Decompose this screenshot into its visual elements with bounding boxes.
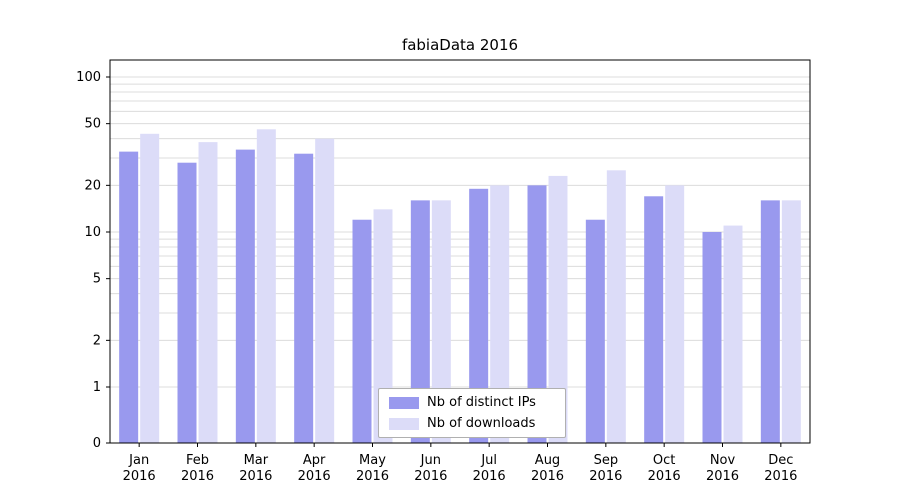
x-tick-label-month: Feb: [186, 453, 209, 468]
legend-item-downloads: Nb of downloads: [389, 416, 555, 431]
bar: [294, 153, 314, 443]
bar: [315, 138, 335, 443]
x-tick-label-month: Apr: [303, 453, 326, 468]
x-tick-label-year: 2016: [648, 469, 681, 484]
y-tick-label: 0: [93, 436, 101, 451]
bar: [431, 200, 451, 443]
x-tick-label-year: 2016: [356, 469, 389, 484]
x-tick-label-month: Dec: [768, 453, 793, 468]
y-tick-label: 20: [84, 178, 101, 193]
x-tick-label-year: 2016: [531, 469, 564, 484]
chart-title: fabiaData 2016: [401, 36, 519, 54]
x-tick-label-year: 2016: [414, 469, 447, 484]
x-tick-label-year: 2016: [764, 469, 797, 484]
bar: [781, 200, 801, 443]
bar: [548, 175, 568, 443]
legend: Nb of distinct IPs Nb of downloads: [378, 388, 566, 438]
x-tick-label-month: Sep: [594, 453, 619, 468]
bar: [352, 219, 372, 443]
y-tick-label: 2: [93, 333, 101, 348]
bar: [410, 200, 430, 443]
bar: [373, 209, 393, 443]
x-tick-label-year: 2016: [123, 469, 156, 484]
bar: [702, 232, 722, 443]
y-tick-label: 1: [93, 380, 101, 395]
legend-item-distinct-ips: Nb of distinct IPs: [389, 395, 555, 410]
x-tick-label-year: 2016: [473, 469, 506, 484]
legend-label-distinct-ips: Nb of distinct IPs: [427, 395, 536, 410]
y-tick-label: 50: [84, 117, 101, 132]
x-tick-label-month: Mar: [244, 453, 269, 468]
x-tick-label-month: May: [359, 453, 386, 468]
bar: [723, 225, 743, 443]
y-tick-label: 5: [93, 272, 101, 287]
bar: [760, 200, 780, 443]
bar: [140, 133, 160, 444]
bar: [119, 151, 139, 443]
x-tick-label-year: 2016: [706, 469, 739, 484]
bar: [490, 185, 510, 444]
x-tick-label-month: Aug: [535, 453, 560, 468]
x-tick-label-year: 2016: [589, 469, 622, 484]
bar: [644, 196, 664, 443]
bar: [606, 170, 626, 443]
bar: [527, 185, 547, 444]
x-tick-label-month: Oct: [653, 453, 675, 468]
legend-swatch-distinct-ips: [389, 396, 419, 409]
bar: [469, 188, 489, 443]
bar: [585, 219, 605, 443]
bar: [256, 129, 276, 444]
x-tick-label-month: Jan: [128, 453, 149, 468]
legend-label-downloads: Nb of downloads: [427, 416, 536, 431]
y-tick-label: 10: [84, 225, 101, 240]
y-tick-label: 100: [76, 70, 101, 85]
x-tick-label-month: Nov: [710, 453, 736, 468]
bar: [235, 149, 255, 443]
plot-border: [109, 59, 811, 444]
bar: [665, 185, 685, 444]
bar: [198, 142, 218, 443]
x-tick-label-year: 2016: [181, 469, 214, 484]
x-tick-label-year: 2016: [298, 469, 331, 484]
x-tick-label-year: 2016: [239, 469, 272, 484]
x-tick-label-month: Jul: [480, 453, 497, 468]
bar: [177, 162, 197, 444]
legend-swatch-downloads: [389, 417, 419, 430]
x-tick-label-month: Jun: [420, 453, 441, 468]
